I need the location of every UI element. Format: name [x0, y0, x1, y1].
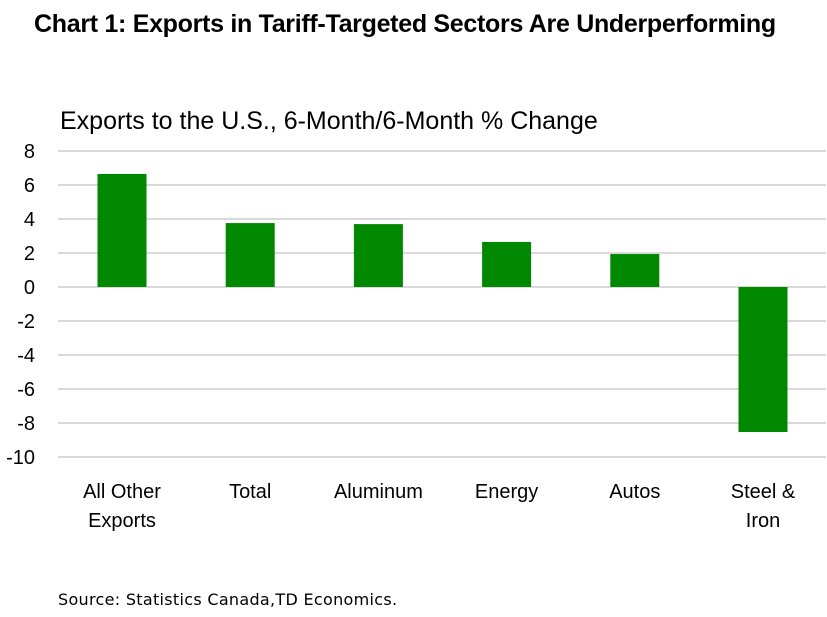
bar — [225, 223, 275, 287]
bar — [97, 173, 147, 287]
y-tick-label: 4 — [24, 209, 35, 231]
bars — [97, 173, 788, 433]
x-tick-label: Energy — [475, 481, 538, 503]
x-tick-label: Total — [229, 481, 271, 503]
source-note: Source: Statistics Canada,TD Economics. — [58, 590, 398, 609]
y-tick-label: -2 — [17, 311, 35, 333]
y-tick-label: 8 — [24, 141, 35, 163]
x-tick-label: Autos — [609, 481, 660, 503]
y-tick-label: 6 — [24, 175, 35, 197]
y-tick-label: -6 — [17, 379, 35, 401]
y-tick-label: -10 — [6, 447, 35, 469]
y-tick-label: -4 — [17, 345, 35, 367]
y-tick-label: -8 — [17, 413, 35, 435]
chart-subtitle: Exports to the U.S., 6-Month/6-Month % C… — [60, 107, 598, 135]
y-tick-label: 0 — [24, 277, 35, 299]
bar — [738, 287, 788, 433]
bar — [353, 224, 403, 287]
x-tick-label: All Other Exports — [83, 481, 161, 532]
bar — [482, 241, 532, 287]
x-tick-label: Aluminum — [334, 481, 423, 503]
y-tick-label: 2 — [24, 243, 35, 265]
gridlines — [58, 150, 826, 458]
x-tick-label: Steel & Iron — [731, 481, 796, 532]
y-axis-ticks: 8 6 4 2 0 -2 -4 -6 -8 -10 — [6, 141, 35, 469]
chart-title: Chart 1: Exports in Tariff-Targeted Sect… — [34, 10, 776, 38]
bar — [610, 254, 660, 287]
x-axis-labels: All Other Exports Total Aluminum Energy Autos… — [83, 481, 796, 532]
